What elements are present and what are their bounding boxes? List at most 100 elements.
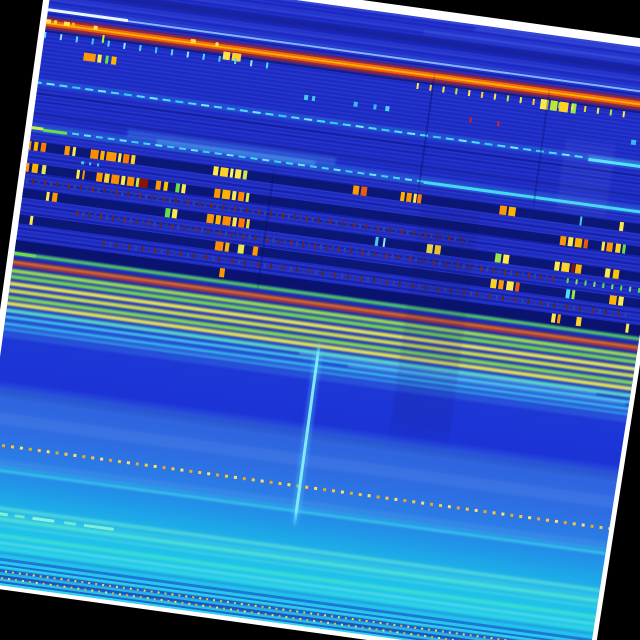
tick-mark	[403, 631, 406, 634]
tick-mark	[60, 578, 63, 581]
tick-mark	[37, 448, 41, 452]
tick-mark	[476, 635, 479, 638]
tick-mark	[420, 627, 424, 630]
tick-mark	[447, 505, 451, 508]
tick-mark	[157, 591, 160, 594]
tick-mark	[136, 588, 139, 591]
telemetry-dash	[71, 22, 76, 27]
telemetry-dash	[105, 151, 117, 162]
telemetry-dash	[219, 167, 229, 178]
tick-mark	[181, 601, 184, 604]
tick-mark	[462, 633, 465, 636]
telemetry-dash	[352, 185, 360, 195]
tick-mark	[260, 479, 264, 483]
telemetry-dash	[88, 162, 92, 166]
tick-mark	[437, 636, 441, 639]
tick-mark	[198, 470, 201, 474]
tick-mark	[139, 595, 142, 598]
telemetry-dash	[505, 280, 515, 291]
tick-mark	[396, 630, 399, 633]
tick-mark	[171, 593, 174, 596]
telemetry-dash	[608, 295, 618, 305]
tick-mark	[351, 618, 354, 621]
tick-mark	[178, 594, 181, 597]
tick-mark	[224, 474, 228, 478]
tick-mark	[322, 487, 326, 491]
tick-mark	[250, 610, 253, 614]
telemetry-dash	[126, 176, 135, 187]
tick-mark	[349, 491, 353, 495]
telemetry-dash	[385, 105, 390, 112]
tick-mark	[42, 582, 45, 585]
tick-mark	[118, 592, 122, 595]
tick-mark	[185, 595, 188, 598]
telemetry-dash	[93, 25, 98, 30]
tick-mark	[111, 591, 115, 595]
tick-mark	[46, 576, 49, 579]
tick-mark	[379, 621, 382, 625]
tick-mark	[313, 619, 316, 622]
tick-mark	[10, 445, 14, 449]
tick-mark	[125, 593, 129, 596]
tick-mark	[519, 514, 522, 518]
tick-mark	[202, 604, 205, 607]
tick-mark	[490, 637, 493, 640]
tick-mark	[115, 585, 119, 588]
tick-mark	[421, 501, 424, 505]
tick-mark	[153, 597, 156, 600]
tick-mark	[400, 624, 403, 627]
tick-mark	[162, 465, 166, 469]
tick-mark	[205, 598, 209, 601]
tick-mark	[340, 623, 344, 626]
tick-mark	[536, 517, 540, 521]
tick-mark	[49, 583, 52, 586]
tick-mark	[492, 511, 496, 514]
tick-mark	[91, 456, 94, 460]
tick-mark	[108, 584, 112, 588]
tick-mark	[365, 619, 368, 623]
tick-mark	[39, 575, 42, 578]
tick-mark	[192, 596, 195, 599]
tick-mark	[590, 524, 594, 528]
telemetry-dash	[559, 235, 567, 246]
tick-mark	[382, 628, 385, 632]
tick-mark	[563, 520, 567, 524]
tick-mark	[407, 625, 410, 628]
telemetry-dash	[360, 186, 368, 197]
tick-mark	[247, 603, 250, 607]
tick-mark	[617, 528, 621, 532]
telemetry-dash	[215, 41, 219, 47]
tick-mark	[269, 480, 273, 484]
tick-mark	[385, 496, 389, 500]
telemetry-dash	[89, 149, 100, 160]
tick-mark	[314, 486, 317, 490]
tick-mark	[417, 633, 420, 636]
tick-mark	[243, 609, 246, 613]
tick-mark	[375, 627, 378, 631]
tick-mark	[386, 622, 389, 626]
tick-mark	[599, 525, 603, 529]
tick-mark	[132, 594, 136, 597]
tick-mark	[25, 573, 28, 576]
telemetry-dash	[53, 19, 58, 24]
tick-mark	[180, 468, 184, 472]
tick-mark	[296, 610, 299, 613]
tick-mark	[226, 600, 230, 604]
telemetry-dash	[494, 253, 502, 263]
telemetry-dash	[499, 205, 508, 216]
telemetry-dash	[95, 172, 103, 183]
tick-mark	[91, 588, 94, 592]
telemetry-dash	[574, 264, 582, 274]
tick-mark	[292, 616, 295, 619]
telemetry-dash	[63, 20, 71, 26]
telemetry-dash	[612, 269, 620, 280]
tick-mark	[254, 604, 257, 607]
tick-mark	[171, 467, 175, 470]
tick-mark	[271, 613, 274, 616]
tick-mark	[354, 625, 357, 628]
telemetry-dash	[490, 278, 498, 289]
telemetry-dash	[560, 262, 571, 273]
tick-mark	[251, 478, 255, 481]
tick-mark	[275, 607, 278, 610]
